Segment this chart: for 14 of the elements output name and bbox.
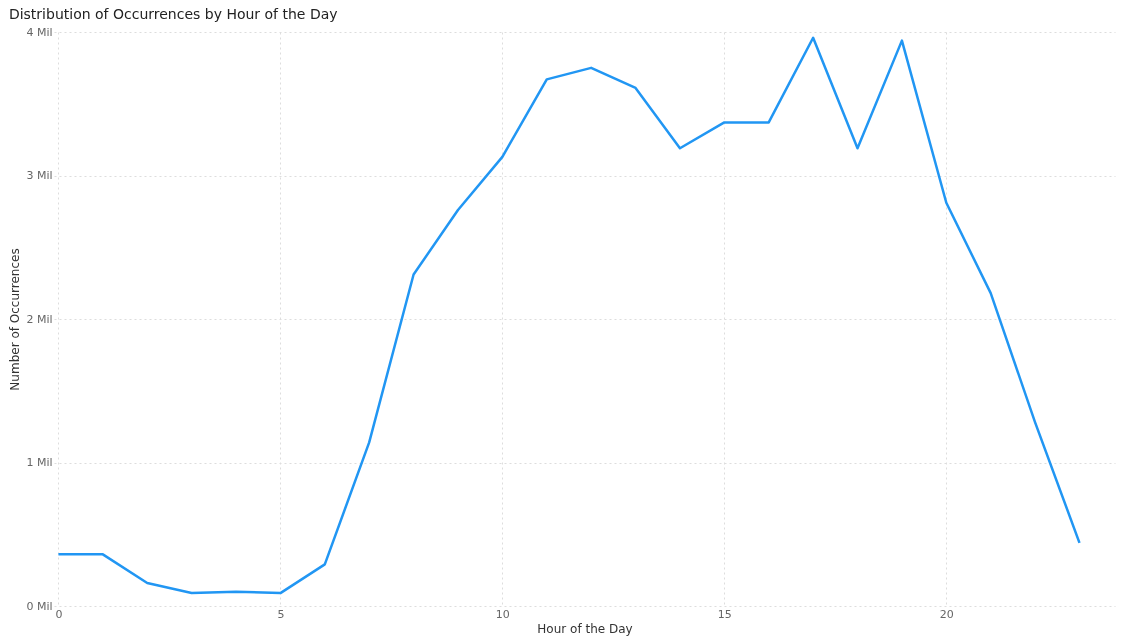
line-series bbox=[57, 36, 1081, 595]
x-tick-label: 15 bbox=[717, 607, 732, 621]
y-axis-title: Number of Occurrences bbox=[8, 248, 23, 391]
x-tick-label: 20 bbox=[939, 607, 954, 621]
y-tick-label: 3 Mil bbox=[26, 169, 53, 182]
y-tick-label: 0 Mil bbox=[26, 599, 53, 613]
x-axis-title: Hour of the Day bbox=[537, 621, 633, 636]
x-tick-label: 10 bbox=[495, 607, 510, 621]
y-tick-label: 1 Mil bbox=[26, 456, 53, 469]
x-tick-label: 0 bbox=[55, 607, 63, 621]
x-tick-label: 5 bbox=[277, 607, 285, 621]
chart-title: Distribution of Occurrences by Hour of the Day bbox=[8, 6, 338, 22]
y-tick-label: 4 Mil bbox=[26, 25, 53, 39]
y-tick-label: 2 Mil bbox=[26, 312, 53, 326]
